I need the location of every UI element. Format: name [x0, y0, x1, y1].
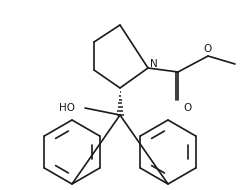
Text: HO: HO [59, 103, 75, 113]
Text: O: O [183, 103, 191, 113]
Text: O: O [204, 44, 212, 54]
Text: N: N [150, 59, 158, 69]
